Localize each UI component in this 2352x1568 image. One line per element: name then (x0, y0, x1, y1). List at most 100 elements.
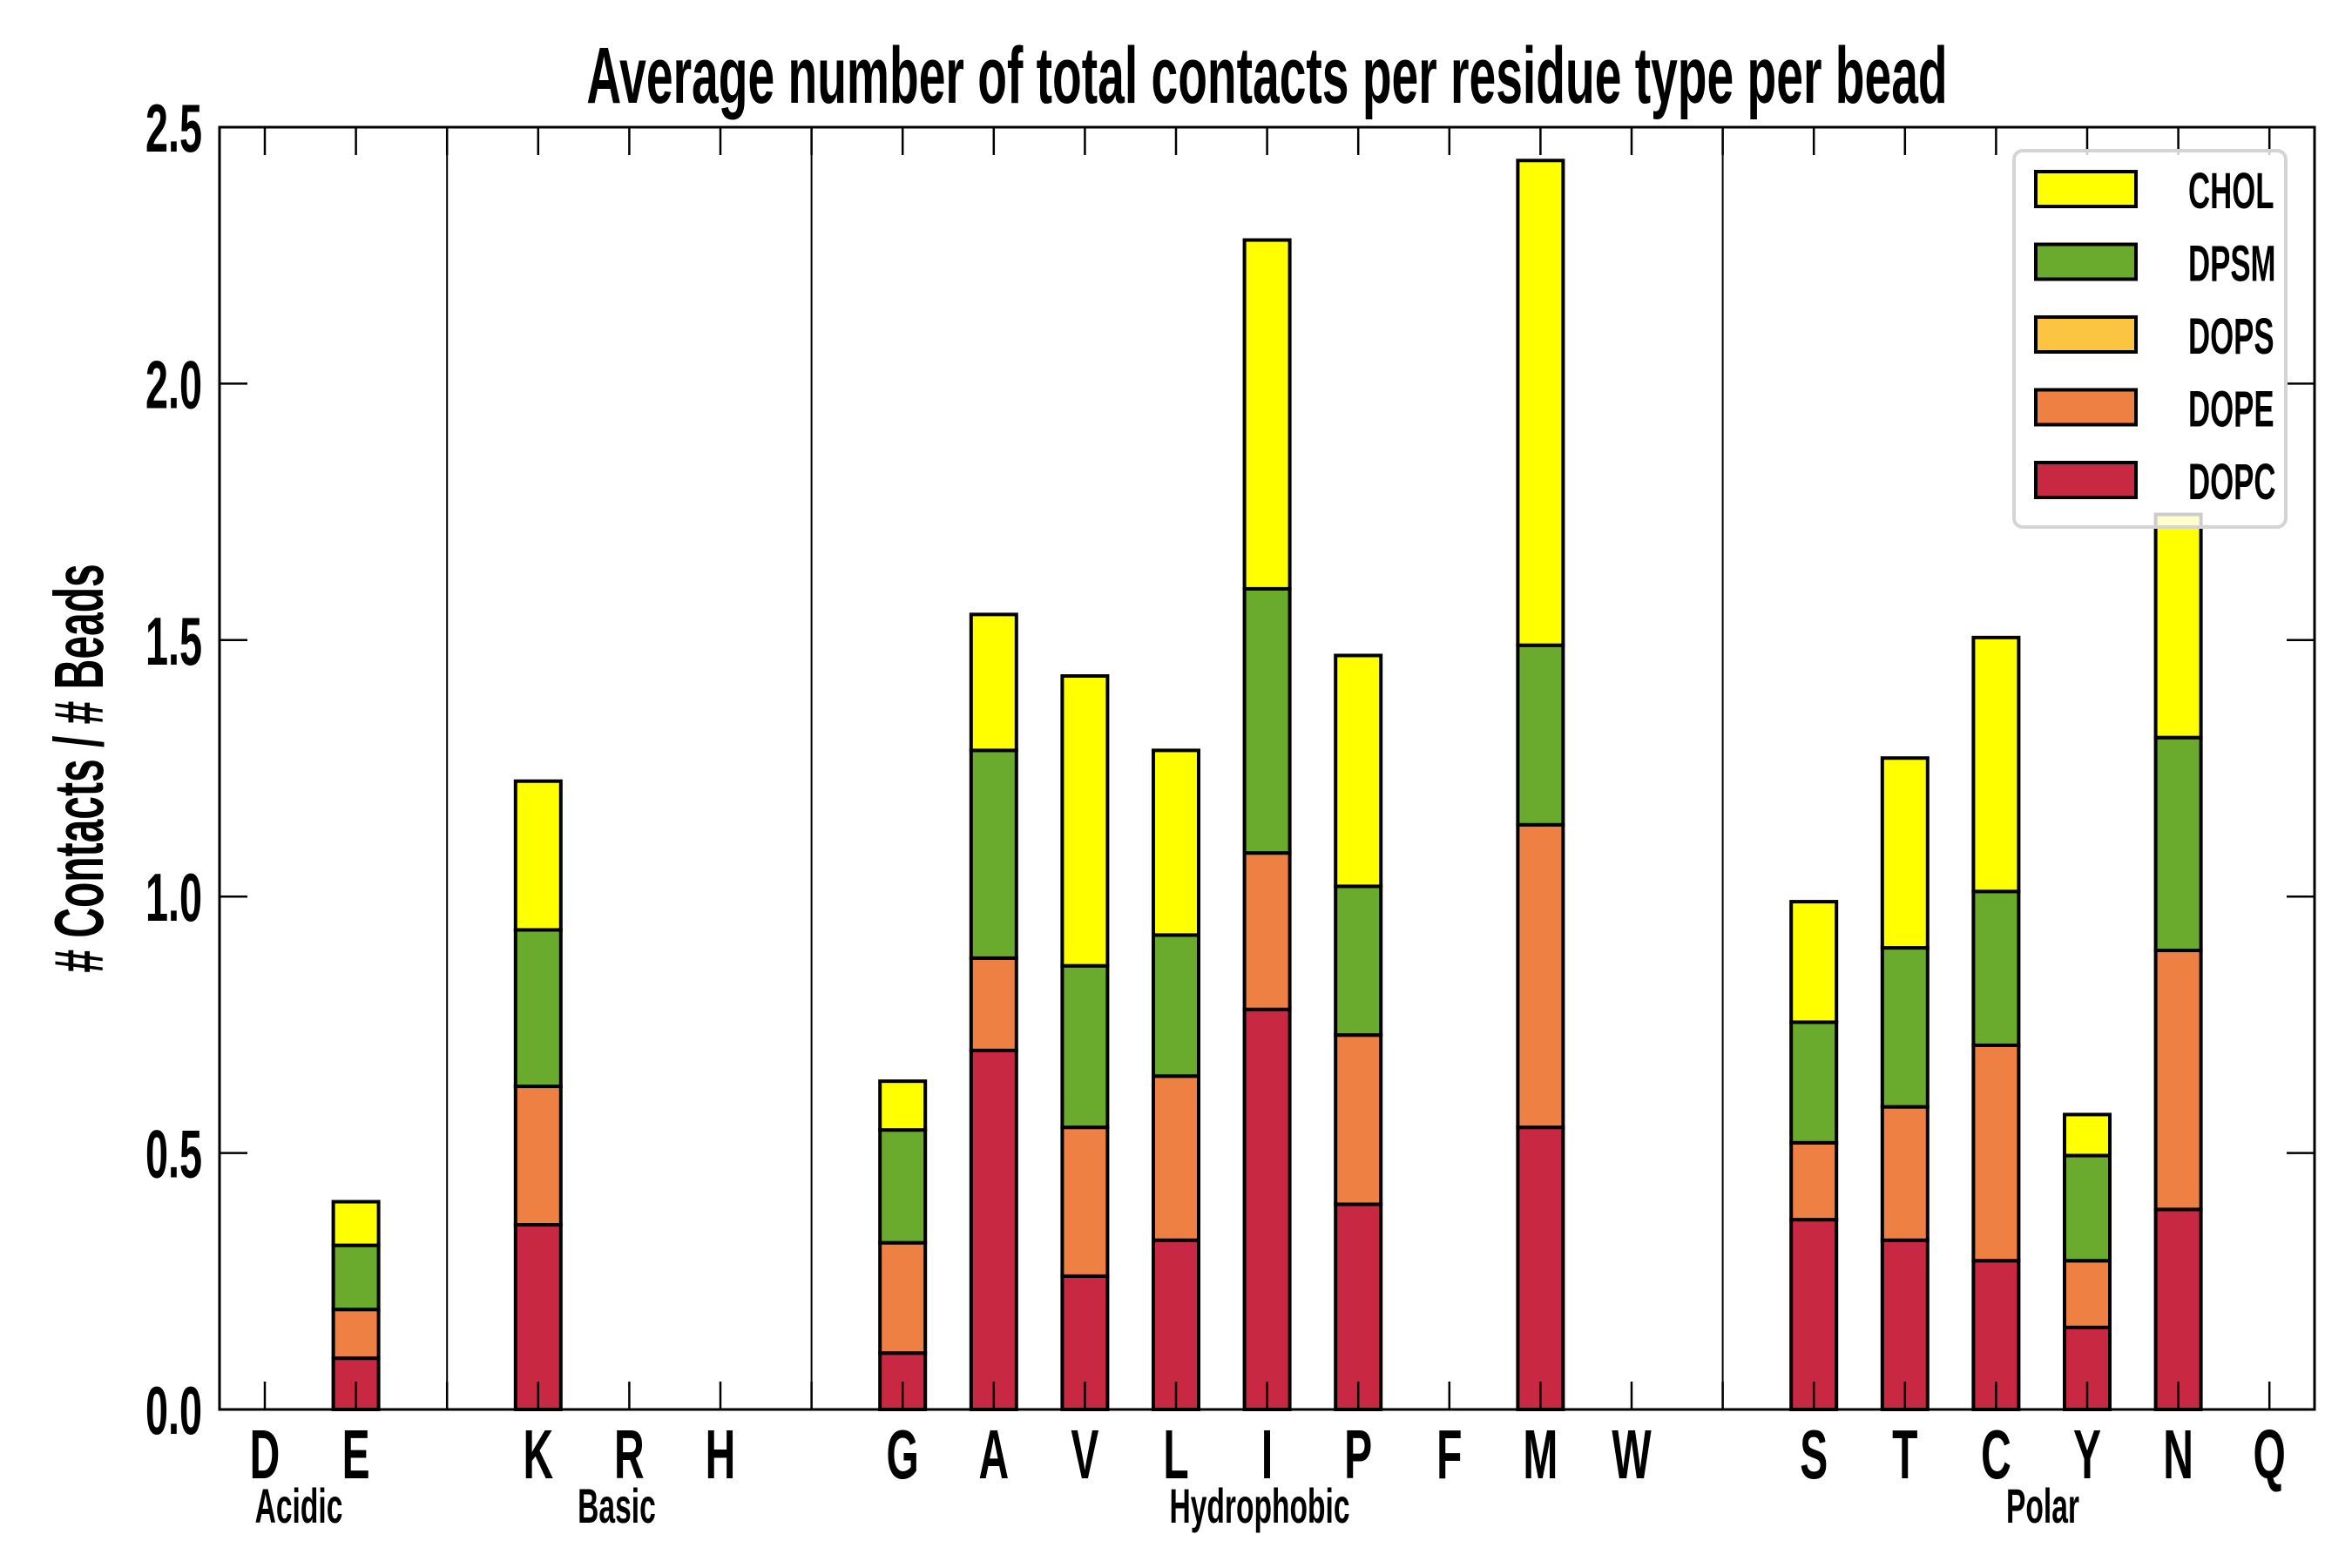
bar-I-DOPE (1242, 851, 1292, 1011)
bar-N-DPSM (2153, 735, 2203, 953)
bar-T-DOPE (1880, 1105, 1930, 1242)
bar-M-DOPC (1516, 1125, 1565, 1412)
bar-stack-G (878, 1079, 928, 1412)
legend-swatch-chol (2034, 170, 2138, 208)
legend: CHOL DPSM DOPS DOPE DOPC (2012, 149, 2288, 529)
group-label-polar: Polar (2006, 1478, 2079, 1533)
bar-N-CHOL (2153, 512, 2203, 740)
bar-G-CHOL (878, 1079, 928, 1132)
bar-P-DPSM (1334, 884, 1383, 1037)
bar-stack-T (1880, 756, 1930, 1412)
y-tick-label: 1.5 (145, 603, 202, 679)
legend-label-dopc: DOPC (2188, 455, 2276, 510)
bar-E-DOPE (331, 1308, 381, 1361)
x-tick-label-N: N (2163, 1415, 2193, 1493)
bar-L-DOPE (1152, 1074, 1200, 1242)
legend-label-chol: CHOL (2188, 164, 2274, 220)
bar-C-DPSM (1971, 889, 2021, 1047)
x-tick-label-S: S (1800, 1415, 1828, 1493)
bar-L-CHOL (1152, 748, 1200, 937)
bar-T-DPSM (1880, 946, 1930, 1109)
bar-S-DOPE (1789, 1140, 1839, 1222)
bar-E-CHOL (331, 1200, 381, 1247)
group-label-basic: Basic (578, 1478, 656, 1533)
bar-stack-E (331, 1200, 381, 1411)
bar-M-DPSM (1516, 643, 1565, 827)
bar-A-DOPE (969, 956, 1018, 1052)
bar-L-DPSM (1152, 933, 1200, 1078)
legend-label-dops: DOPS (2188, 309, 2274, 365)
legend-label-dope: DOPE (2188, 382, 2274, 438)
x-tick-label-V: V (1071, 1415, 1098, 1493)
bar-stack-C (1971, 635, 2021, 1412)
bar-A-DOPC (969, 1048, 1018, 1411)
x-tick-label-G: G (887, 1415, 919, 1493)
legend-swatch-dope (2034, 388, 2138, 427)
group-labels: Acidic Basic Hydrophobic Polar (255, 1478, 2079, 1533)
x-tick-label-P: P (1344, 1415, 1372, 1493)
bar-stack-Y (2063, 1112, 2112, 1411)
bar-K-DPSM (513, 928, 563, 1089)
bar-Y-DPSM (2063, 1153, 2112, 1263)
group-separators (446, 127, 1724, 1409)
bar-N-DOPC (2153, 1207, 2203, 1412)
x-tick-label-M: M (1523, 1415, 1558, 1493)
x-tick-label-I: I (1261, 1415, 1273, 1493)
bar-A-CHOL (969, 612, 1018, 753)
x-tick-label-A: A (978, 1415, 1009, 1493)
bar-P-DOPE (1334, 1033, 1383, 1206)
bar-stack-M (1516, 159, 1565, 1412)
bar-A-DPSM (969, 748, 1018, 960)
bar-I-DPSM (1242, 586, 1292, 855)
bar-stack-K (513, 779, 563, 1411)
bar-Y-CHOL (2063, 1112, 2112, 1158)
bar-T-DOPC (1880, 1238, 1930, 1412)
x-tick-label-E: E (342, 1415, 370, 1493)
bar-M-CHOL (1516, 159, 1565, 647)
x-tick-label-D: D (250, 1415, 280, 1493)
bar-T-CHOL (1880, 756, 1930, 950)
bar-G-DOPE (878, 1240, 928, 1355)
x-tick-label-K: K (523, 1415, 553, 1493)
y-tick-label: 0.0 (145, 1373, 202, 1449)
x-tick-label-H: H (706, 1415, 736, 1493)
bar-I-DOPC (1242, 1007, 1292, 1411)
bar-G-DPSM (878, 1128, 928, 1245)
legend-swatch-dopc (2034, 461, 2138, 499)
bar-K-CHOL (513, 779, 563, 932)
bar-stack-N (2153, 512, 2203, 1412)
bar-V-CHOL (1060, 674, 1110, 968)
bar-N-DOPE (2153, 949, 2203, 1212)
y-tick-label: 0.5 (145, 1116, 202, 1192)
x-tick-label-Q: Q (2254, 1415, 2286, 1493)
bar-M-DOPE (1516, 822, 1565, 1130)
legend-label-dpsm: DPSM (2188, 237, 2276, 293)
y-tick-labels: 0.0 0.5 1.0 1.5 2.0 2.5 (145, 91, 202, 1449)
group-label-acidic: Acidic (255, 1478, 343, 1533)
bar-C-CHOL (1971, 635, 2021, 894)
bar-Y-DOPE (2063, 1259, 2112, 1329)
plot-frame (218, 125, 2316, 1411)
x-tick-label-C: C (1981, 1415, 2011, 1493)
legend-swatch-dpsm (2034, 242, 2138, 281)
bar-K-DOPE (513, 1085, 563, 1227)
x-tick-label-Y: Y (2073, 1415, 2101, 1493)
chart-title: Average number of total contacts per res… (586, 31, 1947, 121)
y-tick-label: 2.0 (145, 347, 202, 422)
bar-stack-L (1152, 748, 1200, 1412)
y-tick-label: 1.0 (145, 860, 202, 936)
bar-stack-S (1789, 900, 1839, 1412)
legend-swatch-dops (2034, 315, 2138, 354)
x-tick-label-W: W (1612, 1415, 1652, 1493)
bar-P-DOPC (1334, 1202, 1383, 1411)
bar-S-DOPC (1789, 1218, 1839, 1412)
bar-L-DOPC (1152, 1238, 1200, 1412)
x-tick-label-L: L (1163, 1415, 1188, 1493)
bar-stack-P (1334, 653, 1383, 1411)
bar-V-DOPE (1060, 1125, 1110, 1278)
x-tick-label-F: F (1436, 1415, 1462, 1493)
bar-I-CHOL (1242, 238, 1292, 591)
y-axis-label: # Contacts / # Beads (39, 564, 118, 972)
